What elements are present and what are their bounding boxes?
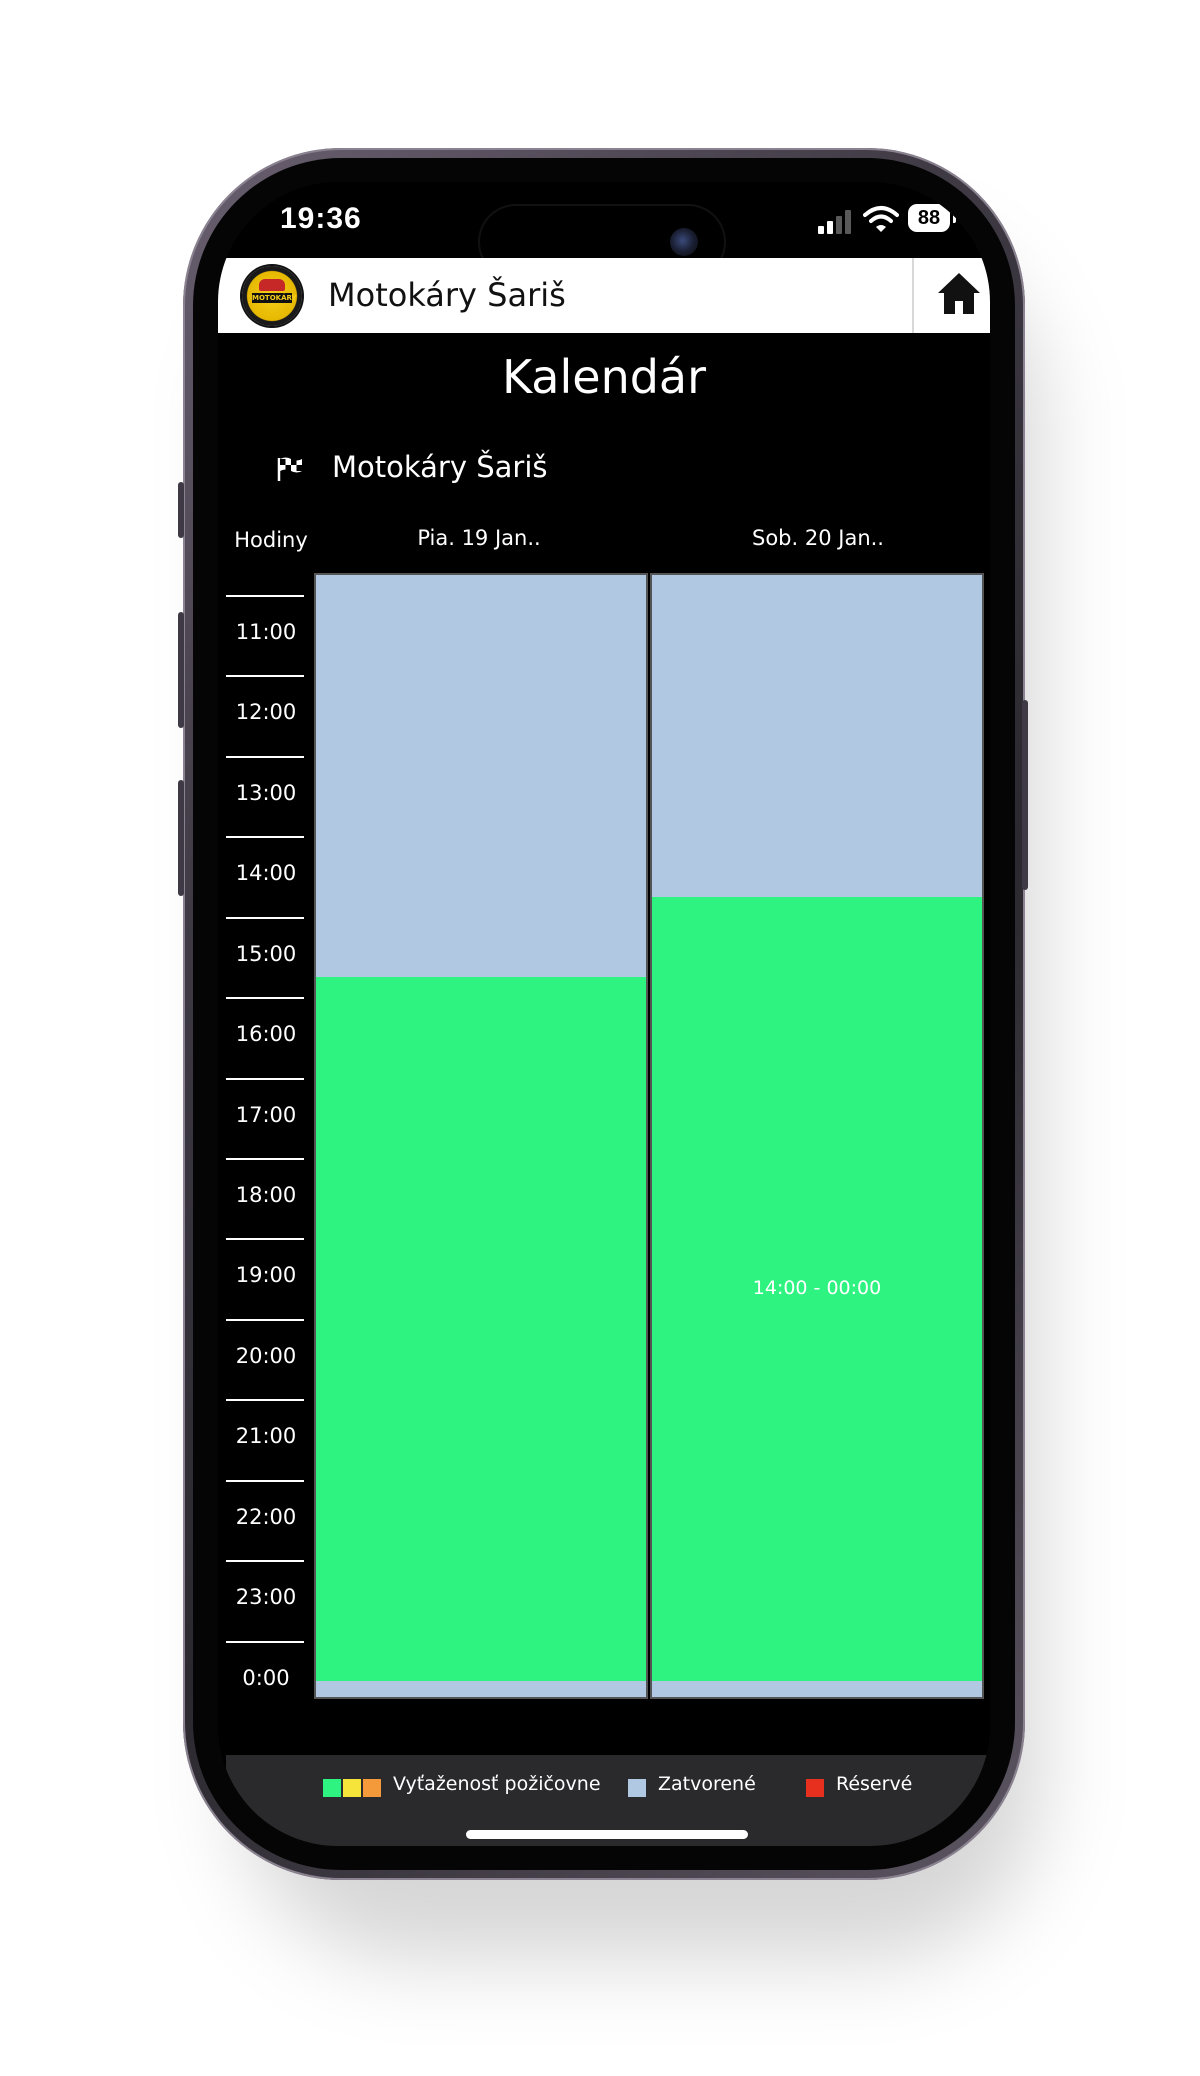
app-bar: MOTOKÁRY Motokáry Šariš [218, 258, 990, 333]
hour-divider [226, 836, 304, 839]
silent-switch [178, 482, 184, 538]
app-title: Motokáry Šariš [328, 276, 566, 314]
open-block-label-2: 14:00 - 00:00 [752, 1276, 882, 1299]
status-bar: 19:36 88 [218, 182, 990, 278]
logo-band: MOTOKÁRY [252, 293, 297, 303]
home-indicator[interactable] [466, 1830, 748, 1839]
legend-swatch-reserved [806, 1779, 824, 1797]
home-icon[interactable] [936, 270, 982, 318]
hour-divider [226, 755, 304, 758]
hour-divider [226, 1318, 304, 1321]
legend-swatch-orange [363, 1779, 381, 1797]
day-header-2[interactable]: Sob. 20 Jan.. [752, 526, 884, 550]
legend-label-occupancy: Vyťaženosť požičovne [393, 1773, 601, 1795]
hour-label: 14:00 [235, 861, 297, 886]
checkered-flag-icon [277, 457, 302, 481]
day-column-1[interactable] [314, 573, 648, 1699]
app-bar-divider [912, 258, 914, 333]
hour-label: 0:00 [242, 1665, 290, 1690]
legend-label-reserved: Réservé [836, 1773, 913, 1795]
legend-swatch-closed [628, 1779, 646, 1797]
battery-icon: 88 [908, 204, 956, 232]
day-header-1[interactable]: Pia. 19 Jan.. [417, 526, 541, 550]
hour-label: 21:00 [235, 1424, 297, 1449]
hour-label: 17:00 [235, 1102, 297, 1127]
hour-label: 18:00 [235, 1183, 297, 1207]
legend-label-closed: Zatvorené [658, 1773, 756, 1795]
volume-down-button [178, 780, 184, 896]
hour-divider [226, 1479, 304, 1482]
legend-swatch-yellow [343, 1779, 361, 1797]
hour-divider [226, 1238, 304, 1241]
hour-label: 16:00 [235, 1022, 297, 1047]
hour-divider [226, 595, 304, 597]
legend-swatch-green [323, 1779, 341, 1797]
hour-label: 12:00 [235, 700, 297, 725]
hours-column-header: Hodiny [234, 528, 308, 552]
kart-icon [259, 279, 285, 291]
hour-divider [226, 1399, 304, 1402]
wifi-icon [863, 206, 899, 232]
day-column-2[interactable]: 14:00 - 00:00 [650, 573, 984, 1699]
hour-label: 19:00 [235, 1263, 297, 1288]
hour-divider [226, 1640, 304, 1643]
brand-logo[interactable]: MOTOKÁRY [242, 266, 302, 326]
camera-icon [670, 228, 698, 256]
hour-label: 23:00 [235, 1585, 297, 1610]
hour-divider [226, 916, 304, 919]
hour-label: 20:00 [235, 1343, 297, 1368]
legend: Vyťaženosť požičovne Zatvorené Réservé [226, 1755, 990, 1846]
hour-label: 11:00 [235, 620, 297, 644]
open-block-2[interactable] [652, 896, 982, 1681]
screen: 19:36 88 MOTOKÁRY Motokáry Šariš [218, 182, 990, 1846]
hour-divider [226, 1560, 304, 1563]
volume-up-button [178, 612, 184, 728]
open-block-1[interactable] [316, 977, 646, 1681]
hour-label: 22:00 [235, 1504, 297, 1529]
hour-divider [226, 1077, 304, 1080]
hour-divider [226, 997, 304, 1000]
page-title: Kalendár [501, 350, 707, 404]
signal-icon [818, 208, 852, 234]
status-time: 19:36 [280, 202, 362, 235]
power-button [1022, 700, 1028, 890]
hour-label: 13:00 [235, 780, 297, 805]
venue-name: Motokáry Šariš [332, 450, 548, 484]
hour-divider [226, 1158, 304, 1160]
hour-divider [226, 675, 304, 678]
hour-label: 15:00 [235, 941, 297, 966]
